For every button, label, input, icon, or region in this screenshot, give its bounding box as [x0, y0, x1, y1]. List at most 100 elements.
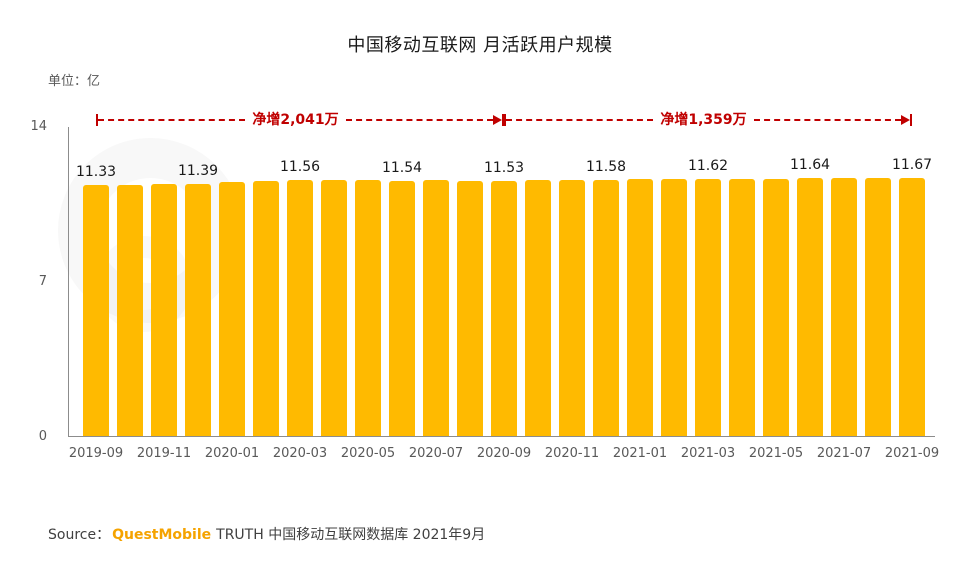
- x-axis-tick-label: 2019-11: [136, 446, 192, 461]
- bar-value-label: 11.53: [483, 159, 525, 176]
- bar-column: 11.54: [382, 127, 422, 436]
- bar: [457, 180, 483, 436]
- x-axis-tick-label: 2020-09: [476, 446, 532, 461]
- bar: [729, 178, 755, 436]
- bar-column: [525, 127, 551, 436]
- bar-column: 11.56 2020-03: [273, 127, 327, 461]
- x-axis-tick-label: 2021-07: [816, 446, 872, 461]
- x-axis-tick-label: 2019-09: [68, 446, 124, 461]
- annotation-start-tick: [96, 114, 98, 126]
- x-axis-tick-label: 2020-05: [340, 446, 396, 461]
- bars: 11.33 2019-09 2019-11 11.39 2020-01 11.56 2020…: [69, 127, 939, 461]
- bar: [865, 177, 891, 436]
- x-axis-tick-label: 2020-03: [272, 446, 328, 461]
- bar: [899, 177, 925, 436]
- bar: [321, 180, 347, 436]
- x-axis-tick-label: 2020-01: [204, 446, 260, 461]
- bar-value-label: 11.33: [75, 164, 117, 181]
- bar-column: 2020-01: [205, 127, 259, 461]
- source-suffix: TRUTH 中国移动互联网数据库 2021年9月: [216, 527, 486, 543]
- bar: [593, 179, 619, 436]
- bar-column: [661, 127, 687, 436]
- bar: [491, 180, 517, 436]
- bar-value-label: 11.39: [177, 162, 219, 179]
- x-axis-tick-label: 2020-11: [544, 446, 600, 461]
- annotation-arrowhead-icon: [493, 115, 503, 125]
- bar-column: 2019-11: [137, 127, 191, 461]
- bar: [831, 178, 857, 436]
- bar: [355, 179, 381, 436]
- annotation-end-tick: [502, 114, 505, 126]
- bar-value-label: 11.67: [891, 156, 933, 173]
- bar-column: [253, 127, 279, 436]
- source-brand: QuestMobile: [112, 527, 212, 543]
- annotations: 净增2,041万 净增1,359万: [0, 112, 960, 128]
- x-axis-tick-label: 2021-03: [680, 446, 736, 461]
- annotation-dash-line: [345, 119, 494, 121]
- y-axis: 14 7 0: [30, 119, 935, 444]
- y-axis-tick-label: 0: [38, 429, 47, 444]
- bar-column: 2021-01: [613, 127, 667, 461]
- bar-column: [117, 127, 143, 436]
- bar: [423, 180, 449, 436]
- annotation-dash-line: [98, 119, 246, 121]
- bar: [627, 179, 653, 436]
- source-prefix: Source：: [48, 527, 111, 543]
- x-axis-tick-label: 2021-09: [884, 446, 940, 461]
- annotation-arrowhead-icon: [901, 115, 911, 125]
- bar: [763, 178, 789, 436]
- source-line: Source： QuestMobile TRUTH 中国移动互联网数据库 2021年…: [48, 524, 485, 544]
- bar-column: 11.67 2021-09: [885, 127, 939, 461]
- bar-column: 11.58: [586, 127, 626, 436]
- unit-label: 单位：亿: [48, 74, 101, 89]
- bar-column: 2021-07: [817, 127, 871, 461]
- y-axis-tick-label: 7: [38, 274, 47, 289]
- annotation-dash-line: [506, 119, 654, 121]
- bar: [219, 182, 245, 436]
- annotation-start-tick: [504, 114, 506, 126]
- bar-column: [729, 127, 755, 436]
- bar-value-label: 11.64: [789, 157, 831, 174]
- bar-value-label: 11.54: [381, 159, 423, 176]
- x-axis-tick-label: 2021-01: [612, 446, 668, 461]
- bar-column: 11.39: [178, 127, 218, 436]
- bar-value-label: 11.56: [279, 159, 321, 175]
- bar-column: 2021-05: [749, 127, 803, 461]
- bar: [695, 178, 721, 436]
- bar: [253, 180, 279, 436]
- bar: [83, 185, 109, 436]
- bar: [661, 178, 687, 436]
- bar-column: [865, 127, 891, 436]
- bar-column: 11.62 2021-03: [681, 127, 735, 461]
- bar: [117, 184, 143, 436]
- bar-column: 2020-05: [341, 127, 395, 461]
- x-axis-tick-label: 2021-05: [748, 446, 804, 461]
- bar-column: 11.64: [790, 127, 830, 436]
- annotation-end-tick: [910, 114, 913, 126]
- annotation-label: 净增2,041万: [252, 112, 339, 128]
- bar-value-label: 11.62: [687, 157, 729, 174]
- plot-area: 14 7 0 11.33 2019-09 2019-11 11.39 2020-01 11.5…: [30, 119, 939, 461]
- bar-value-label: 11.58: [585, 158, 627, 175]
- bar-column: 11.33 2019-09: [69, 127, 123, 461]
- bar-column: [321, 127, 347, 436]
- bar-column: 2020-11: [545, 127, 599, 461]
- net-increase-annotation: 净增1,359万: [504, 112, 913, 128]
- annotation-label: 净增1,359万: [660, 112, 747, 128]
- y-axis-tick-label: 14: [30, 119, 47, 134]
- bar: [389, 180, 415, 436]
- annotation-dash-line: [753, 119, 902, 121]
- bar: [525, 180, 551, 436]
- bar-column: 2020-07: [409, 127, 463, 461]
- net-increase-annotation: 净增2,041万: [96, 112, 505, 128]
- bar-column: 11.53 2020-09: [477, 127, 531, 461]
- chart-title: 中国移动互联网 月活跃用户规模: [347, 35, 613, 56]
- bar: [797, 178, 823, 436]
- bar: [559, 180, 585, 436]
- bar-column: [457, 127, 483, 436]
- bar: [151, 184, 177, 436]
- x-axis-tick-label: 2020-07: [408, 446, 464, 461]
- bar: [287, 180, 313, 436]
- bar: [185, 183, 211, 436]
